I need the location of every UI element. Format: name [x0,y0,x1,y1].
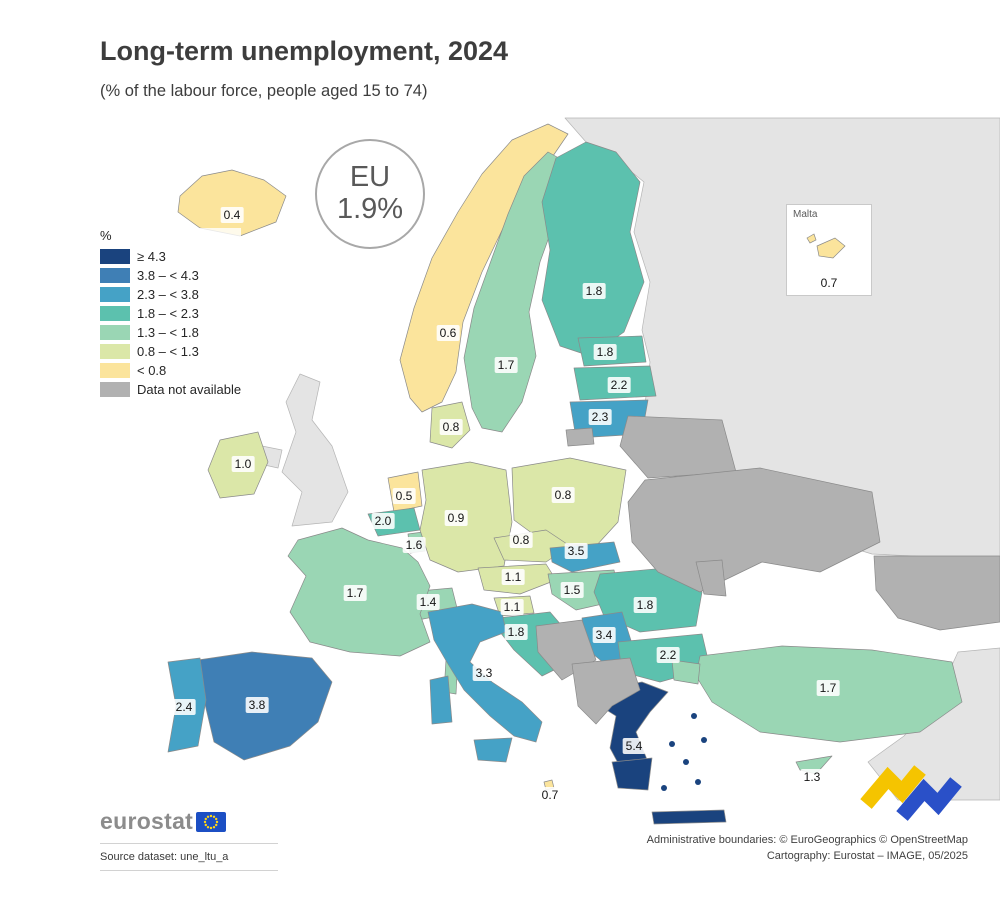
legend-class-label: 0.8 – < 1.3 [137,344,199,359]
legend-row: 1.8 – < 2.3 [100,304,241,323]
legend-swatch [100,382,130,397]
country-netherlands [387,471,423,513]
eu-average-value: 1.9% [336,193,404,225]
region-east-thrace [671,659,701,685]
legend-class-label: 1.3 – < 1.8 [137,325,199,340]
legend-row: Data not available [100,380,241,399]
eu-average-badge: EU 1.9% [315,139,425,249]
malta-inset-island-gozo [806,233,817,244]
page-subtitle: (% of the labour force, people aged 15 t… [100,82,428,100]
island-aegean-4 [661,785,667,791]
legend-row: ≥ 4.3 [100,247,241,266]
corner-decoration-icon [860,765,962,821]
island-aegean-3 [695,779,701,785]
legend-row: 0.8 – < 1.3 [100,342,241,361]
legend: % ≥ 4.3 3.8 – < 4.3 2.3 – < 3.8 1.8 – < 2.3… [100,228,242,399]
island-aegean-1 [669,741,675,747]
footer-divider-bottom [100,870,278,871]
country-united-kingdom [281,373,349,527]
eu-flag-stars [203,814,219,829]
legend-row: 3.8 – < 4.3 [100,266,241,285]
legend-swatch [100,249,130,264]
page-title: Long-term unemployment, 2024 [100,36,509,66]
region-caucasus [873,555,1000,631]
region-kaliningrad [565,427,595,447]
legend-rows: ≥ 4.3 3.8 – < 4.3 2.3 – < 3.8 1.8 – < 2.3 1.… [100,247,241,399]
country-france [287,527,431,657]
island-sardinia [429,675,453,725]
malta-inset-map [806,233,846,259]
legend-title: % [100,228,112,243]
legend-row: < 0.8 [100,361,241,380]
region-peloponnese [611,757,653,791]
legend-swatch [100,344,130,359]
country-cyprus [795,755,833,775]
eu-flag-icon [196,811,227,832]
island-aegean-5 [691,713,697,719]
malta-inset: Malta 0.7 [786,204,872,296]
country-austria [477,563,557,595]
legend-class-label: Data not available [137,382,242,397]
country-estonia [577,335,647,367]
country-latvia [573,365,657,401]
footer-divider-top [100,843,278,844]
country-denmark [429,401,471,449]
legend-row: 2.3 – < 3.8 [100,285,241,304]
malta-inset-title: Malta [793,209,818,220]
eu-label: EU [349,161,391,193]
country-turkey [695,645,963,743]
legend-class-label: 1.8 – < 2.3 [137,306,199,321]
country-iceland [177,169,287,237]
legend-class-label: 2.3 – < 3.8 [137,287,199,302]
island-crete [651,809,727,825]
legend-swatch [100,287,130,302]
country-germany [419,461,513,573]
source-dataset-text: Source dataset: une_ltu_a [100,851,229,863]
country-spain [197,651,333,761]
country-moldova [695,559,727,597]
legend-swatch [100,306,130,321]
malta-inset-island-main [816,237,846,259]
country-ireland [207,431,269,499]
country-ukraine [627,467,881,593]
credit-cartography: Cartography: Eurostat – IMAGE, 05/2025 [766,850,968,862]
legend-swatch [100,268,130,283]
island-aegean-6 [701,737,707,743]
country-portugal [167,657,207,753]
malta-inset-value: 0.7 [820,276,838,290]
legend-row: 1.3 – < 1.8 [100,323,241,342]
map-credits: Administrative boundaries: © EuroGeograp… [647,832,968,864]
country-belgium [367,507,421,537]
country-malta [543,779,555,791]
legend-class-label: ≥ 4.3 [137,249,166,264]
legend-class-label: < 0.8 [137,363,167,378]
eurostat-logo: eurostat [100,808,227,835]
island-sicily [473,737,513,763]
country-italy [427,603,543,743]
eurostat-logo-text: eurostat [100,808,194,834]
eu-flag-field [196,811,227,832]
legend-swatch [100,363,130,378]
country-finland [541,141,645,357]
island-aegean-2 [683,759,689,765]
credit-boundaries: Administrative boundaries: © EuroGeograp… [646,834,968,846]
legend-class-label: 3.8 – < 4.3 [137,268,199,283]
region-western-balkans [571,657,641,725]
country-belarus [619,415,737,479]
legend-swatch [100,325,130,340]
